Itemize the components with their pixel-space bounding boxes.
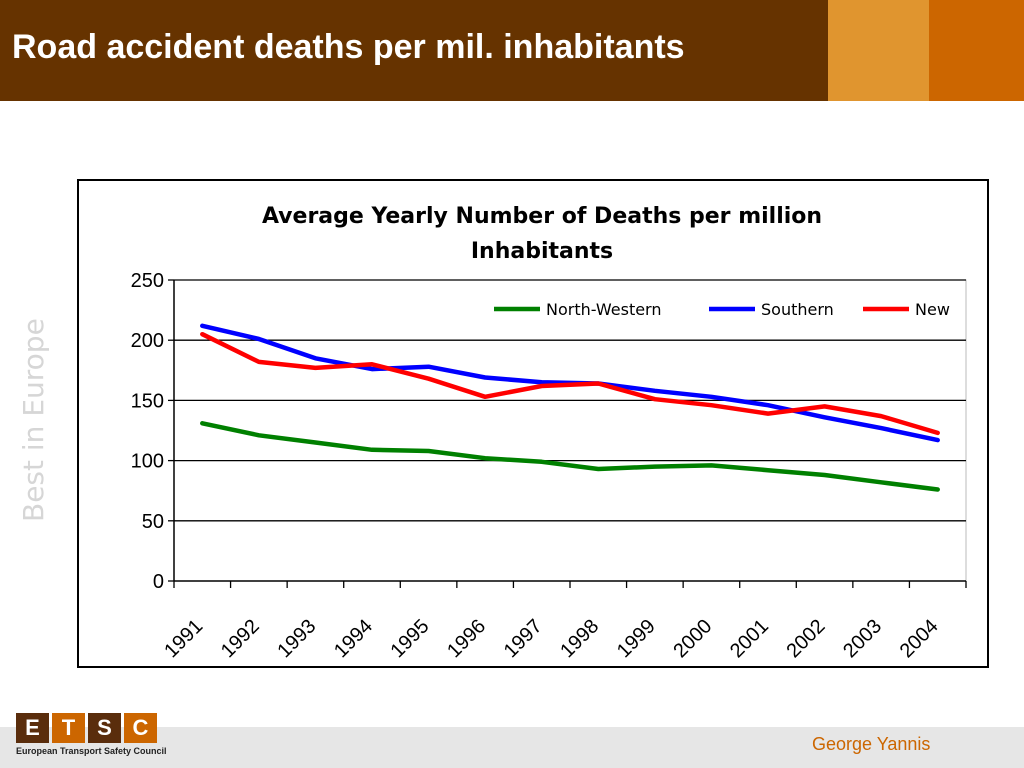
y-tick-label-250: 250 [131,270,164,292]
y-tick-label-150: 150 [131,390,164,412]
y-tick-label-100: 100 [131,451,164,473]
x-tick-label-1995: 1995 [387,615,434,662]
legend-label-new: New [915,300,950,319]
line-chart: Average Yearly Number of Deaths per mill… [131,204,967,662]
etsc-logo: E T S C European Transport Safety Counci… [16,713,167,763]
logo-letter-s: S [88,713,121,743]
footer-band [0,727,1024,768]
y-tick-label-0: 0 [153,571,164,593]
chart-title-line-2: Inhabitants [471,239,613,264]
x-tick-label-1994: 1994 [330,615,377,662]
legend-label-north-western: North-Western [546,300,662,319]
slide-title: Road accident deaths per mil. inhabitant… [12,28,685,66]
x-tick-label-2004: 2004 [896,615,943,662]
x-tick-label-1993: 1993 [273,615,320,662]
legend-label-southern: Southern [761,300,834,319]
x-tick-label-2003: 2003 [839,615,886,662]
header-bar [0,0,828,101]
plot-area [173,279,967,582]
y-tick-label-200: 200 [131,330,164,352]
chart-frame: Average Yearly Number of Deaths per mill… [77,179,989,668]
logo-caption: European Transport Safety Council [16,746,167,756]
x-tick-label-2002: 2002 [783,615,830,662]
x-tick-label-1997: 1997 [500,615,547,662]
slide-header: Road accident deaths per mil. inhabitant… [0,0,1024,101]
series-line-north-western [200,421,940,492]
header-accent-block [828,0,929,101]
logo-letter-t: T [52,713,85,743]
author-name: George Yannis [812,734,931,754]
series-line-new [200,331,940,436]
x-tick-label-1996: 1996 [443,615,490,662]
header-accent-block-right [929,0,1024,101]
x-tick-label-1992: 1992 [217,615,264,662]
side-caption: Best in Europe [17,318,50,522]
logo-letter-e: E [16,713,49,743]
x-tick-label-1991: 1991 [160,615,207,662]
y-tick-label-50: 50 [142,511,164,533]
x-tick-label-1998: 1998 [556,615,603,662]
x-tick-label-1999: 1999 [613,615,660,662]
x-tick-label-2001: 2001 [726,615,773,662]
x-tick-label-2000: 2000 [669,615,716,662]
chart-title-line-1: Average Yearly Number of Deaths per mill… [262,204,822,229]
logo-letter-c: C [124,713,157,743]
